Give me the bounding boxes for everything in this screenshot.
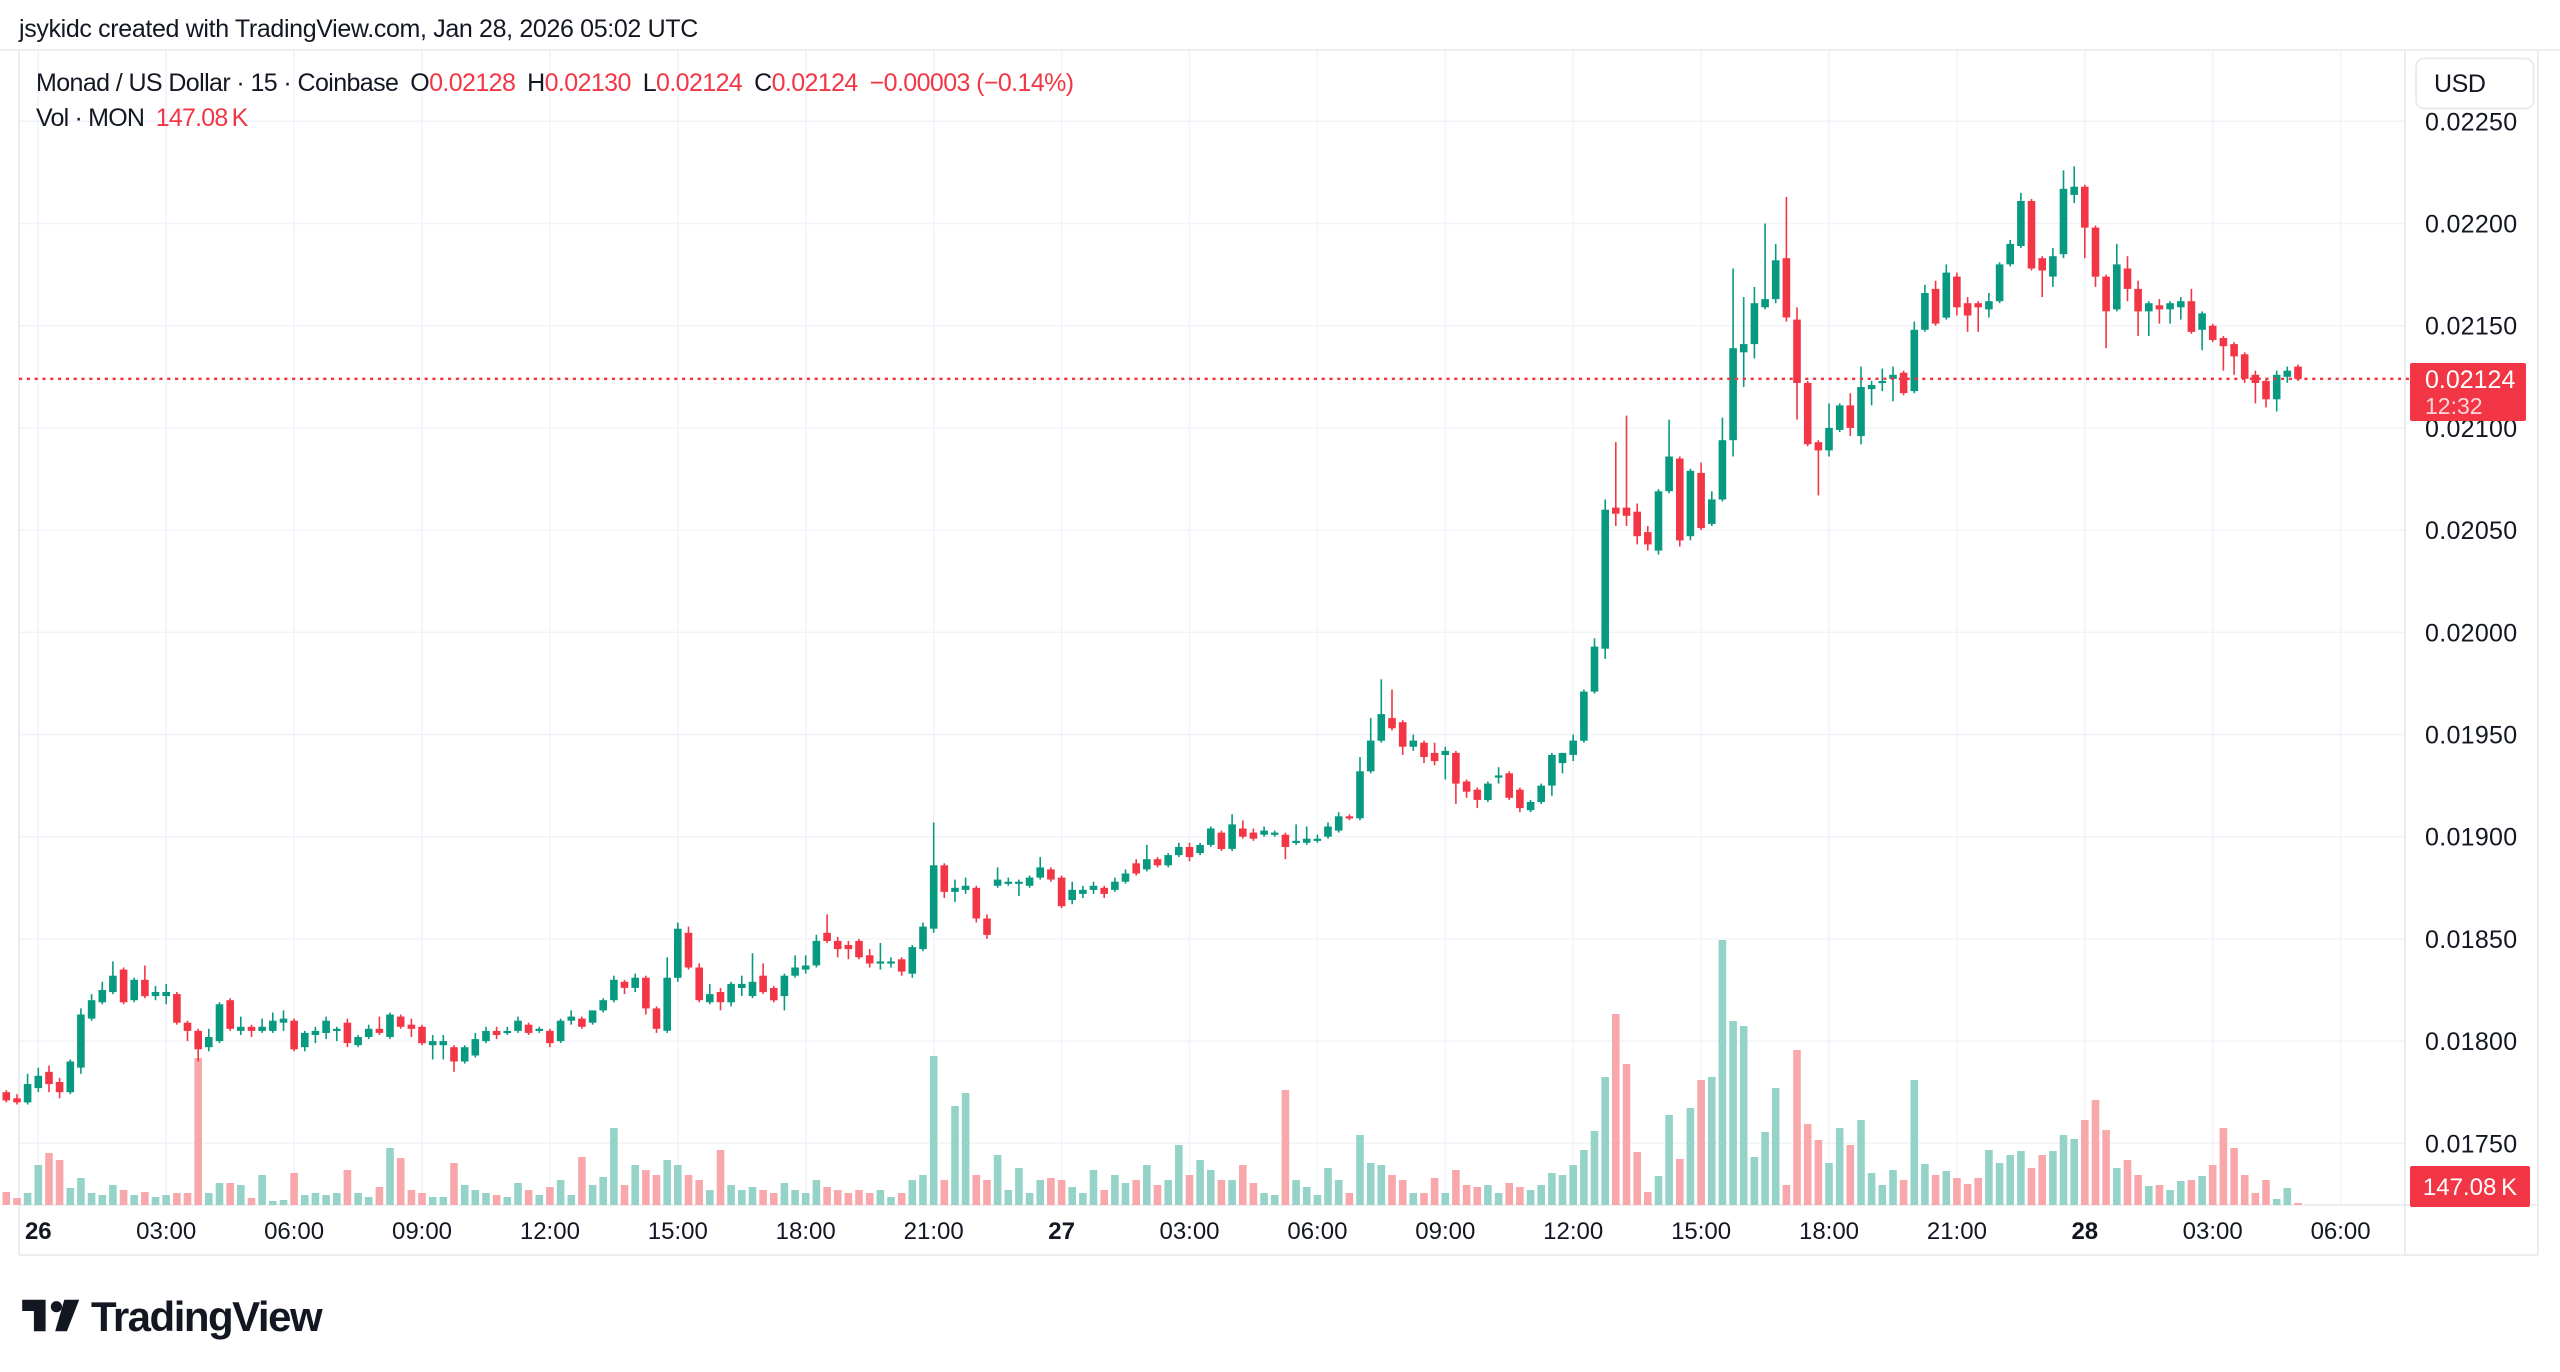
svg-text:03:00: 03:00 [1159, 1218, 1219, 1245]
svg-text:26: 26 [25, 1218, 52, 1245]
svg-text:12:00: 12:00 [520, 1218, 580, 1245]
svg-text:27: 27 [1048, 1218, 1075, 1245]
svg-text:15:00: 15:00 [648, 1218, 708, 1245]
svg-text:0.02200: 0.02200 [2425, 211, 2517, 239]
svg-text:03:00: 03:00 [2183, 1218, 2243, 1245]
svg-text:18:00: 18:00 [1799, 1218, 1859, 1245]
svg-text:0.01850: 0.01850 [2425, 926, 2517, 954]
svg-text:06:00: 06:00 [2311, 1218, 2371, 1245]
svg-text:0.01950: 0.01950 [2425, 722, 2517, 750]
svg-text:0.01800: 0.01800 [2425, 1028, 2517, 1056]
svg-text:0.01750: 0.01750 [2425, 1130, 2517, 1158]
svg-text:15:00: 15:00 [1671, 1218, 1731, 1245]
svg-text:0.02000: 0.02000 [2425, 619, 2517, 647]
svg-text:18:00: 18:00 [776, 1218, 836, 1245]
svg-text:Monad / US Dollar · 15 · Coinb: Monad / US Dollar · 15 · Coinbase O0.021… [36, 69, 1074, 97]
svg-text:0.02050: 0.02050 [2425, 517, 2517, 545]
svg-text:12:00: 12:00 [1543, 1218, 1603, 1245]
svg-text:06:00: 06:00 [264, 1218, 324, 1245]
svg-text:21:00: 21:00 [1927, 1218, 1987, 1245]
svg-text:09:00: 09:00 [1415, 1218, 1475, 1245]
svg-text:TradingView: TradingView [91, 1293, 323, 1340]
svg-text:03:00: 03:00 [136, 1218, 196, 1245]
svg-text:0.02250: 0.02250 [2425, 108, 2517, 136]
svg-text:jsykidc created with TradingVi: jsykidc created with TradingView.com, Ja… [18, 15, 698, 43]
svg-text:21:00: 21:00 [904, 1218, 964, 1245]
svg-text:0.02124: 0.02124 [2425, 366, 2515, 394]
svg-text:0.01900: 0.01900 [2425, 824, 2517, 852]
svg-text:12:32: 12:32 [2425, 393, 2483, 419]
svg-text:28: 28 [2071, 1218, 2098, 1245]
svg-text:09:00: 09:00 [392, 1218, 452, 1245]
svg-text:USD: USD [2434, 70, 2486, 98]
svg-text:Vol · MON 147.08 K: Vol · MON 147.08 K [36, 104, 249, 132]
svg-text:06:00: 06:00 [1287, 1218, 1347, 1245]
svg-text:147.08 K: 147.08 K [2423, 1174, 2517, 1201]
svg-text:0.02150: 0.02150 [2425, 313, 2517, 341]
